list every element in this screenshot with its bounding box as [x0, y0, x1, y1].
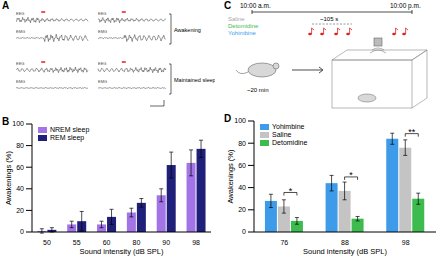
svg-text:Maintained sleep: Maintained sleep [174, 77, 215, 83]
svg-text:~20 min: ~20 min [247, 87, 269, 93]
svg-text:*: * [349, 170, 353, 180]
svg-text:80: 80 [133, 239, 141, 246]
html-text:C: C [224, 0, 232, 11]
svg-text:Awakenings (%): Awakenings (%) [226, 149, 235, 204]
svg-text:Awakening: Awakening [174, 27, 201, 33]
html-text:D: D [224, 113, 232, 124]
svg-text:88: 88 [341, 239, 349, 246]
svg-text:0: 0 [242, 228, 246, 235]
svg-text:Sound intensity (dB SPL): Sound intensity (dB SPL) [303, 247, 387, 256]
svg-text:55: 55 [73, 239, 81, 246]
svg-text:40: 40 [238, 184, 246, 191]
svg-text:EMG: EMG [98, 79, 107, 84]
svg-text:10:00 a.m.: 10:00 a.m. [240, 2, 271, 9]
svg-text:60: 60 [238, 162, 246, 169]
svg-text:60: 60 [103, 239, 111, 246]
svg-text:80: 80 [238, 140, 246, 147]
svg-text:EMG: EMG [98, 29, 107, 34]
svg-text:Yohimbine: Yohimbine [228, 30, 256, 36]
html-text:REM sleep: REM sleep [50, 134, 85, 141]
svg-text:Detomidine: Detomidine [228, 23, 259, 29]
svg-text:Awakenings (%): Awakenings (%) [4, 150, 13, 205]
svg-text:EEG: EEG [98, 11, 106, 16]
svg-text:98: 98 [192, 239, 200, 246]
html-text:Detomidine: Detomidine [272, 139, 308, 146]
svg-text:100: 100 [12, 120, 24, 127]
svg-text:EMG: EMG [16, 79, 25, 84]
svg-text:50: 50 [43, 239, 51, 246]
svg-text:EEG: EEG [16, 61, 24, 66]
svg-text:EEG: EEG [98, 61, 106, 66]
svg-text:100: 100 [234, 117, 246, 124]
svg-text:10:00 p.m.: 10:00 p.m. [390, 2, 421, 10]
svg-text:0: 0 [20, 228, 24, 235]
html-text:B: B [2, 116, 10, 127]
svg-text:~105 s: ~105 s [320, 16, 338, 22]
html-text:A: A [2, 0, 10, 11]
svg-text:20: 20 [238, 206, 246, 213]
html-text:Saline: Saline [272, 131, 292, 138]
svg-text:76: 76 [280, 239, 288, 246]
html-text:Yohimbine: Yohimbine [272, 123, 305, 130]
svg-text:EEG: EEG [16, 11, 24, 16]
svg-text:90: 90 [162, 239, 170, 246]
svg-text:*: * [289, 186, 293, 196]
svg-text:Saline: Saline [228, 16, 245, 22]
svg-text:20: 20 [16, 207, 24, 214]
svg-text:**: ** [408, 127, 416, 137]
svg-text:80: 80 [16, 142, 24, 149]
svg-text:Sound intensity (dB SPL): Sound intensity (dB SPL) [80, 247, 164, 256]
svg-text:EMG: EMG [16, 29, 25, 34]
svg-text:60: 60 [16, 164, 24, 171]
svg-text:40: 40 [16, 185, 24, 192]
svg-text:98: 98 [402, 239, 410, 246]
html-text:NREM sleep: NREM sleep [50, 126, 90, 133]
